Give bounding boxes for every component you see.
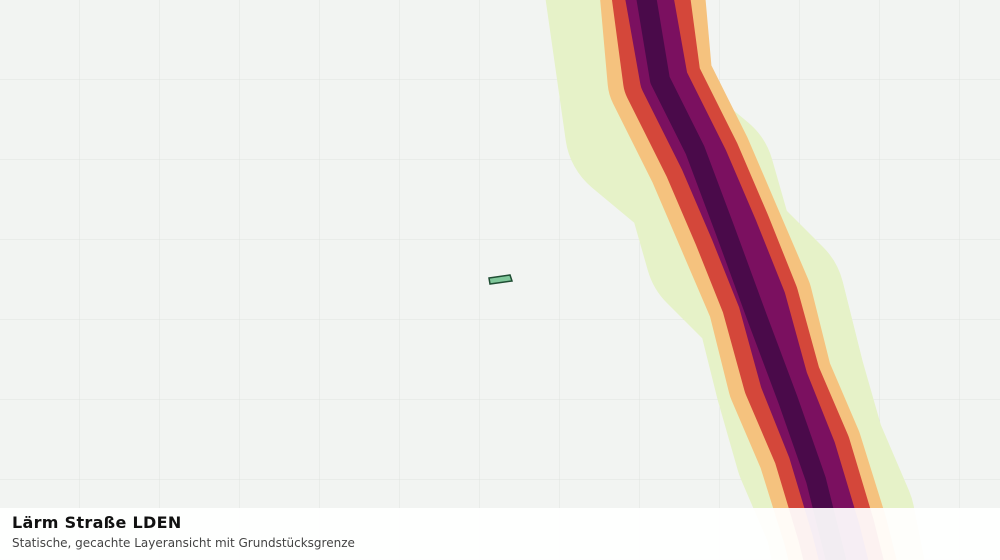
map-title: Lärm Straße LDEN bbox=[12, 513, 182, 532]
noise-zone-75 bbox=[636, 0, 846, 560]
noise-layer bbox=[545, 0, 924, 560]
map-subtitle: Statische, gecachte Layeransicht mit Gru… bbox=[12, 536, 355, 550]
caption-bar: Lärm Straße LDEN Statische, gecachte Lay… bbox=[0, 508, 1000, 560]
parcel-boundary bbox=[488, 274, 513, 285]
